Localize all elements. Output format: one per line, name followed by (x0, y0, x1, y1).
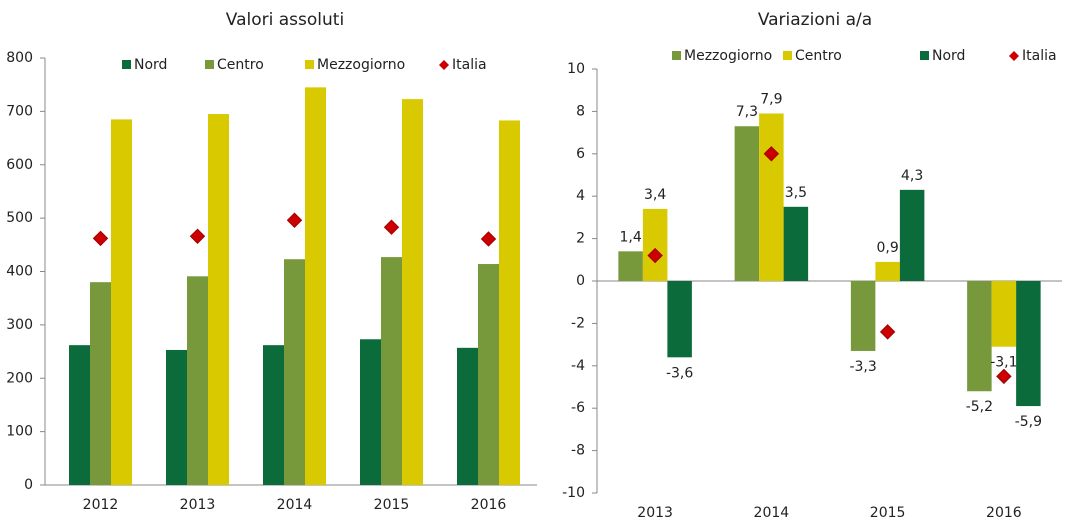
bar (967, 281, 992, 392)
value-label: -5,9 (1015, 414, 1042, 430)
y-tick-label: 800 (6, 50, 33, 66)
bar (1016, 281, 1041, 407)
chart-title: Variazioni a/a (758, 10, 872, 30)
value-label: -3,3 (849, 359, 876, 375)
bar (875, 261, 900, 281)
legend-swatch (920, 51, 929, 60)
x-tick-label: 2016 (471, 497, 507, 513)
bar (759, 113, 784, 282)
bar (263, 345, 284, 485)
x-tick-label: 2012 (83, 497, 119, 513)
y-tick-label: 10 (567, 61, 585, 77)
marker (480, 231, 497, 247)
bar (305, 87, 326, 485)
bar (457, 347, 478, 485)
y-tick-label: -8 (571, 443, 585, 459)
legend-swatch (205, 60, 214, 69)
bar (402, 99, 423, 485)
legend-label: Mezzogiorno (317, 57, 405, 73)
marker (996, 368, 1012, 385)
marker (286, 212, 303, 228)
bar (381, 257, 402, 485)
bar (991, 281, 1017, 347)
value-label: 3,4 (644, 187, 666, 203)
legend-swatch (122, 60, 131, 69)
value-label: -5,2 (966, 399, 993, 415)
bar (208, 114, 229, 485)
y-tick-label: 400 (6, 264, 33, 280)
bar (69, 345, 90, 485)
bar (642, 208, 668, 281)
legend-swatch (305, 60, 314, 69)
y-tick-label: 0 (24, 477, 33, 493)
bar (783, 206, 809, 281)
legend-swatch (783, 51, 792, 60)
legend-label: Nord (134, 57, 167, 73)
bar (90, 282, 111, 485)
y-tick-label: 6 (576, 146, 585, 162)
y-tick-label: 100 (6, 424, 33, 440)
marker (189, 228, 206, 244)
y-tick-label: -6 (571, 400, 585, 416)
legend-label: Centro (217, 57, 264, 73)
value-label: 1,4 (619, 229, 641, 245)
value-label: 0,9 (876, 240, 898, 256)
bar (284, 259, 305, 485)
x-tick-label: 2014 (754, 505, 790, 519)
bar (111, 119, 132, 485)
legend-swatch (439, 60, 449, 70)
value-label: 4,3 (901, 168, 923, 184)
bar (166, 349, 187, 485)
marker (647, 247, 663, 264)
marker (383, 219, 400, 235)
value-label: 3,5 (785, 185, 807, 201)
legend-label: Italia (452, 57, 487, 73)
y-tick-label: 300 (6, 317, 33, 333)
y-tick-label: 4 (576, 188, 585, 204)
y-tick-label: -10 (562, 485, 585, 501)
bar (478, 264, 499, 485)
value-label: -3,6 (666, 365, 693, 381)
x-tick-label: 2014 (277, 497, 313, 513)
x-tick-label: 2015 (374, 497, 410, 513)
value-label: -3,1 (990, 355, 1017, 371)
y-tick-label: 0 (576, 273, 585, 289)
y-tick-label: -2 (571, 315, 585, 331)
marker (763, 146, 780, 162)
value-label: 7,9 (760, 92, 782, 108)
marker (879, 324, 896, 340)
bar (734, 126, 760, 282)
chart-title: Valori assoluti (226, 10, 344, 30)
value-label: 7,3 (736, 104, 758, 120)
bar (360, 339, 381, 485)
y-tick-label: 600 (6, 157, 33, 173)
legend-label: Nord (932, 48, 965, 64)
x-tick-label: 2015 (870, 505, 906, 519)
y-tick-label: 500 (6, 210, 33, 226)
y-tick-label: 200 (6, 370, 33, 386)
bar (499, 120, 520, 485)
y-tick-label: 700 (6, 103, 33, 119)
x-tick-label: 2016 (986, 505, 1022, 519)
x-tick-label: 2013 (180, 497, 216, 513)
x-tick-label: 2013 (637, 505, 673, 519)
y-tick-label: 2 (576, 231, 585, 247)
marker (92, 230, 109, 247)
legend-swatch (672, 51, 681, 60)
legend-swatch (1009, 51, 1019, 61)
y-tick-label: -4 (571, 358, 585, 374)
bar (667, 281, 692, 358)
bar (899, 189, 925, 281)
legend-label: Italia (1022, 48, 1057, 64)
y-tick-label: 8 (576, 103, 585, 119)
bar (187, 276, 208, 485)
bar (618, 251, 643, 281)
legend-label: Mezzogiorno (684, 48, 772, 64)
bar (850, 281, 876, 351)
legend-label: Centro (795, 48, 842, 64)
